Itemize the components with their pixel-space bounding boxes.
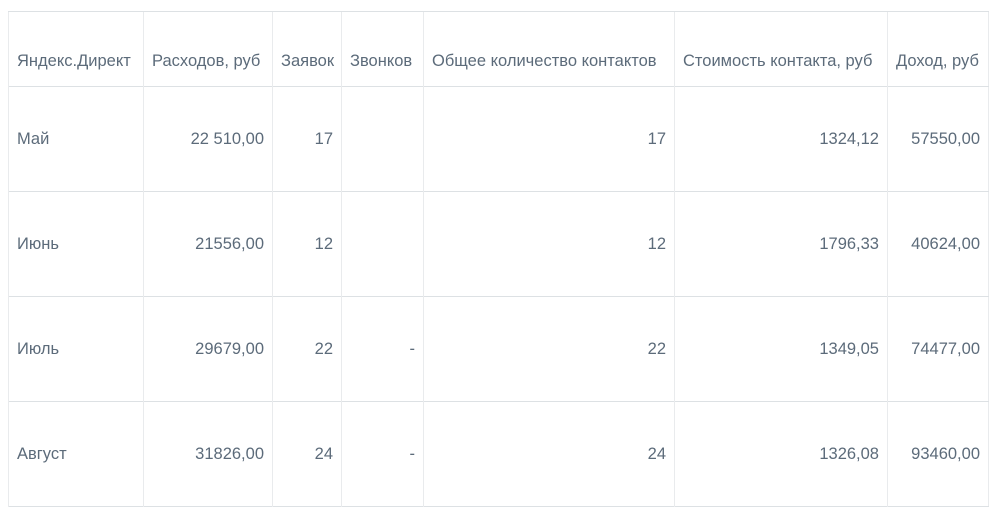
cell-leads: 22 xyxy=(272,296,342,402)
cell-income: 93460,00 xyxy=(887,401,989,507)
metrics-table-container: Яндекс.Директ Расходов, руб Заявок Звонк… xyxy=(8,11,989,507)
table-row: Июль 29679,00 22 - 22 1349,05 74477,00 xyxy=(8,296,989,402)
cell-contact-cost: 1324,12 xyxy=(674,86,888,192)
cell-calls: - xyxy=(341,401,424,507)
table-header: Яндекс.Директ Расходов, руб Заявок Звонк… xyxy=(8,11,989,87)
table-body: Май 22 510,00 17 17 1324,12 57550,00 Июн… xyxy=(8,86,989,507)
cell-total-contacts: 24 xyxy=(423,401,675,507)
cell-channel: Июль xyxy=(8,296,144,402)
cell-expenses: 22 510,00 xyxy=(143,86,273,192)
table-row: Май 22 510,00 17 17 1324,12 57550,00 xyxy=(8,86,989,192)
cell-income: 57550,00 xyxy=(887,86,989,192)
cell-channel: Июнь xyxy=(8,191,144,297)
column-header-total-contacts: Общее количество контактов xyxy=(423,11,675,87)
column-header-expenses: Расходов, руб xyxy=(143,11,273,87)
cell-income: 40624,00 xyxy=(887,191,989,297)
table-row: Август 31826,00 24 - 24 1326,08 93460,00 xyxy=(8,401,989,507)
cell-expenses: 29679,00 xyxy=(143,296,273,402)
cell-calls xyxy=(341,86,424,192)
cell-channel: Август xyxy=(8,401,144,507)
table-row: Июнь 21556,00 12 12 1796,33 40624,00 xyxy=(8,191,989,297)
cell-leads: 17 xyxy=(272,86,342,192)
column-header-channel: Яндекс.Директ xyxy=(8,11,144,87)
column-header-calls: Звонков xyxy=(341,11,424,87)
cell-calls xyxy=(341,191,424,297)
cell-expenses: 31826,00 xyxy=(143,401,273,507)
column-header-leads: Заявок xyxy=(272,11,342,87)
cell-contact-cost: 1796,33 xyxy=(674,191,888,297)
cell-contact-cost: 1349,05 xyxy=(674,296,888,402)
cell-expenses: 21556,00 xyxy=(143,191,273,297)
cell-leads: 12 xyxy=(272,191,342,297)
column-header-income: Доход, руб xyxy=(887,11,989,87)
cell-calls: - xyxy=(341,296,424,402)
header-row: Яндекс.Директ Расходов, руб Заявок Звонк… xyxy=(8,11,989,87)
cell-income: 74477,00 xyxy=(887,296,989,402)
cell-total-contacts: 12 xyxy=(423,191,675,297)
column-header-contact-cost: Стоимость контакта, руб xyxy=(674,11,888,87)
metrics-table: Яндекс.Директ Расходов, руб Заявок Звонк… xyxy=(8,11,989,507)
cell-leads: 24 xyxy=(272,401,342,507)
cell-channel: Май xyxy=(8,86,144,192)
cell-total-contacts: 17 xyxy=(423,86,675,192)
cell-total-contacts: 22 xyxy=(423,296,675,402)
cell-contact-cost: 1326,08 xyxy=(674,401,888,507)
